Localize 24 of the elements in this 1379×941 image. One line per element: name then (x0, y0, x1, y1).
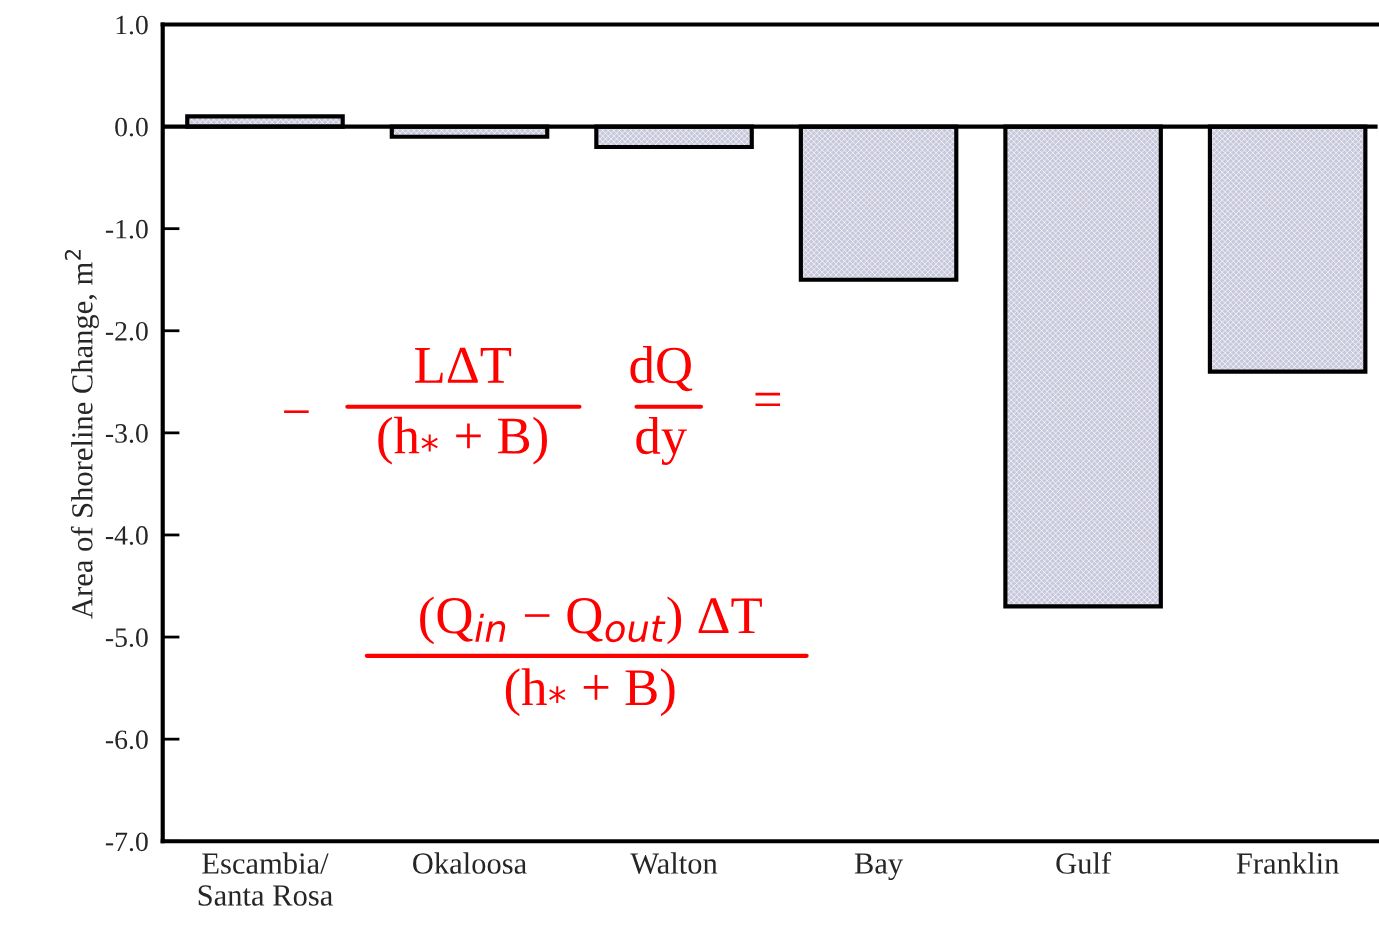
y-tick-label: -3.0 (105, 424, 148, 443)
annotation: = (755, 392, 781, 407)
y-tick-label: -7.0 (105, 832, 148, 852)
y-tick-label: -1.0 (105, 219, 148, 239)
annotation: (h$_{*}$ + B) (505, 668, 675, 717)
annotation: dQ (630, 346, 693, 392)
annotation: (h$_{*}$ + B) (378, 416, 547, 465)
annotation: dy (636, 417, 688, 466)
y-tick-label: -6.0 (105, 730, 148, 750)
y-axis-title: Area of Shoreline Change, m$^{2}$ (64, 249, 99, 619)
x-tick-label: Bay (854, 853, 904, 881)
x-tick-label: Escambia/ Santa Rosa (198, 852, 333, 906)
y-tick-label: -4.0 (105, 526, 148, 545)
annotation: (Q$_{in}$ − Q$_{out}$) ΔT (420, 596, 762, 645)
y-tick-label: -2.0 (105, 321, 148, 341)
x-tick-label: Okaloosa (413, 852, 527, 874)
x-tick-label: Walton (630, 852, 718, 875)
y-tick-label: -5.0 (105, 628, 148, 648)
x-tick-label: Franklin (1236, 852, 1339, 874)
y-tick-label: 0.0 (115, 117, 148, 137)
annotation: LΔT (415, 347, 512, 383)
annotation: − (284, 410, 309, 413)
y-tick-label: 1.0 (116, 15, 148, 35)
x-tick-label: Gulf (1056, 852, 1112, 874)
